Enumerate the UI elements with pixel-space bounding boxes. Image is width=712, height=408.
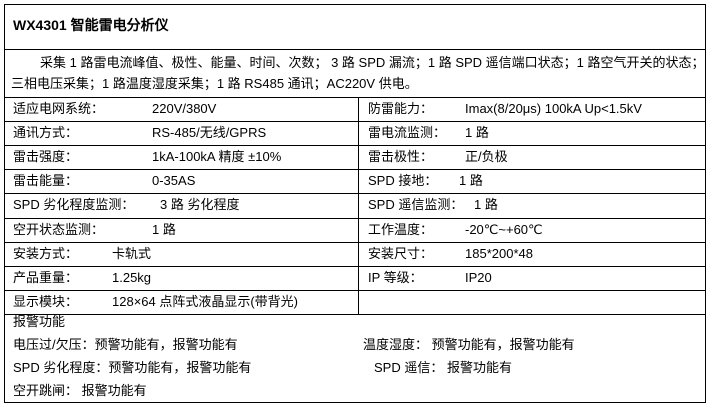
spec-value: Imax(8/20μs) 100kA Up<1.5kV [465,101,642,116]
spec-label: SPD 接地： [368,173,438,188]
spec-label: 空开状态监测： [13,222,105,237]
spec-value: 1 路 [459,173,483,188]
alarm-item: SPD 劣化程度：预警功能有，报警功能有 [13,360,252,375]
divider [4,49,706,50]
spec-value: 1kA-100kA 精度 ±10% [152,149,282,164]
spec-value: 128×64 点阵式液晶显示(带背光) [112,294,299,309]
spec-label: 工作温度： [368,222,434,237]
spec-label: 安装方式： [13,246,79,261]
spec-label: 安装尺寸： [368,246,434,261]
spec-value: IP20 [465,270,492,285]
row-divider [4,218,706,219]
row-divider [4,266,706,267]
spec-label: 防雷能力： [368,101,434,116]
row-divider [4,290,706,291]
spec-label: SPD 劣化程度监测： [13,197,135,212]
spec-value: 0-35AS [152,173,196,188]
spec-value: 3 路 劣化程度 [160,197,240,212]
spec-value: -20℃~+60℃ [465,222,543,237]
row-divider [4,145,706,146]
spec-value: 220V/380V [152,101,217,116]
spec-table [4,4,706,403]
description-line-1: 采集 1 路雷电流峰值、极性、能量、时间、次数； 3 路 SPD 漏流；1 路 … [40,55,705,70]
row-divider [4,193,706,194]
spec-value: 正/负极 [465,149,508,164]
spec-label: 雷电流监测： [368,125,447,140]
spec-value: 1.25kg [112,270,152,285]
description-line-2: 三相电压采集；1 路温度湿度采集；1 路 RS485 通讯；AC220V 供电。 [11,76,418,91]
spec-value: 1 路 [465,125,489,140]
alarm-item: 空开跳闸： 报警功能有 [13,383,147,398]
column-divider [358,97,359,314]
alarm-item: 电压过/欠压：预警功能有，报警功能有 [13,337,238,352]
divider [4,97,706,98]
spec-label: 显示模块： [13,294,79,309]
row-divider [4,242,706,243]
alarm-item: 温度湿度： 预警功能有，报警功能有 [363,337,575,352]
spec-value: 185*200*48 [465,246,533,261]
spec-value: 1 路 [474,197,498,212]
row-divider [4,169,706,170]
spec-label: 适应电网系统： [13,101,105,116]
spec-label: 雷击强度： [13,149,79,164]
spec-label: 产品重量： [13,270,79,285]
spec-label: 通讯方式： [13,125,79,140]
spec-value: RS-485/无线/GPRS [152,125,267,140]
spec-label: 雷击极性： [368,149,434,164]
spec-label: IP 等级： [368,270,423,285]
spec-label: 雷击能量： [13,173,79,188]
alarm-item: SPD 遥信： 报警功能有 [374,360,512,375]
alarm-heading: 报警功能 [13,314,66,329]
spec-value: 卡轨式 [112,246,152,261]
row-divider [4,121,706,122]
spec-label: SPD 遥信监测： [368,197,464,212]
page-title: WX4301 智能雷电分析仪 [13,17,169,33]
spec-value: 1 路 [152,222,176,237]
